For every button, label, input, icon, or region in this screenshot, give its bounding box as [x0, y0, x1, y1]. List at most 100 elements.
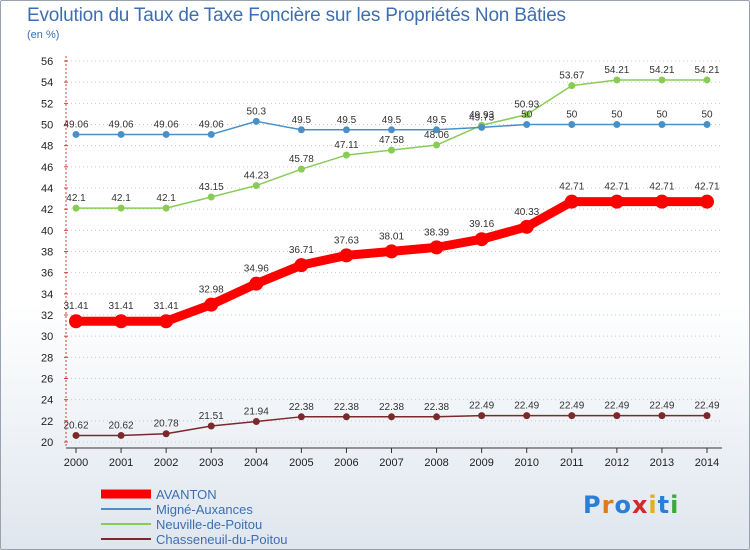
data-point [568, 82, 576, 90]
data-label: 22.49 [469, 401, 494, 412]
data-point [162, 204, 170, 212]
data-label: 22.49 [649, 401, 674, 412]
data-label: 31.41 [63, 301, 88, 312]
data-label: 20.62 [109, 420, 134, 431]
data-point [703, 121, 711, 128]
data-label: 39.16 [469, 219, 494, 230]
x-tick-label: 2008 [424, 457, 448, 469]
logo-letter: x [631, 491, 649, 519]
data-point [433, 141, 441, 149]
x-tick-label: 2003 [199, 457, 223, 469]
data-label: 49.5 [382, 115, 402, 126]
data-label: 31.41 [109, 301, 134, 312]
data-point [429, 240, 444, 255]
data-label: 36.71 [289, 245, 314, 256]
data-point [658, 412, 666, 420]
data-point [342, 413, 350, 421]
data-label: 42.71 [559, 182, 584, 193]
data-point [252, 417, 260, 425]
x-tick-label: 2005 [289, 457, 313, 469]
data-label: 22.49 [514, 401, 539, 412]
y-tick-label: 54 [41, 77, 53, 89]
data-point [159, 314, 174, 329]
data-point [384, 244, 399, 259]
data-label: 21.51 [199, 411, 224, 422]
data-point [609, 194, 624, 209]
data-point [388, 126, 395, 134]
data-point [700, 194, 714, 209]
data-labels: 31.41 31.41 31.41 32.98 34.96 36.71 37.63 38.01… [63, 65, 719, 431]
data-label: 50.93 [514, 100, 539, 111]
data-label: 49.73 [469, 112, 494, 123]
data-point [613, 76, 621, 84]
data-label: 38.39 [424, 227, 449, 238]
data-label: 49.06 [109, 119, 134, 130]
data-point [339, 248, 354, 263]
data-label: 42.71 [694, 182, 719, 193]
data-label: 50.3 [247, 106, 267, 117]
logo-letter: i [670, 491, 680, 519]
data-label: 45.78 [289, 154, 314, 165]
data-point [297, 126, 305, 134]
data-label: 54.21 [694, 65, 719, 76]
data-label: 37.63 [334, 235, 359, 246]
data-point [564, 194, 579, 209]
y-tick-label: 56 [41, 56, 53, 68]
data-label: 44.23 [244, 171, 269, 182]
data-label: 22.38 [334, 402, 359, 413]
x-tick-label: 2012 [605, 457, 629, 469]
data-label: 53.67 [559, 71, 584, 82]
data-point [433, 413, 441, 421]
data-point [294, 258, 309, 273]
data-point [72, 130, 80, 138]
data-point [388, 413, 395, 421]
data-point [703, 412, 711, 420]
legend-label: Neuville-de-Poitou [156, 517, 262, 532]
legend-label: Migné-Auxances [156, 502, 253, 517]
data-point [252, 182, 260, 190]
data-label: 20.62 [63, 420, 88, 431]
y-tick-label: 20 [41, 437, 53, 449]
data-label: 31.41 [154, 301, 179, 312]
data-point [478, 123, 486, 131]
data-label: 47.58 [379, 135, 404, 146]
data-point [297, 165, 305, 173]
y-tick-label: 38 [41, 247, 53, 259]
y-tick-label: 26 [41, 374, 53, 386]
data-point [72, 204, 80, 212]
data-point [613, 412, 621, 420]
legend: AVANTONMigné-AuxancesNeuville-de-PoitouC… [101, 487, 288, 547]
data-label: 34.96 [244, 264, 269, 275]
data-point [162, 430, 170, 438]
data-point [474, 232, 489, 247]
x-axis-ticks: 2000 2001 2002 2003 2004 2005 2006 2007 2008 2009… [64, 448, 719, 469]
data-label: 50 [701, 110, 713, 121]
logo-letter: t [657, 491, 671, 519]
data-point [523, 121, 531, 128]
data-label: 42.1 [156, 193, 176, 204]
x-tick-label: 2010 [514, 457, 538, 469]
proxiti-logo: Proxiti [583, 491, 679, 519]
data-label: 22.38 [379, 402, 404, 413]
logo-letter: o [614, 491, 632, 519]
data-point [207, 193, 215, 201]
x-tick-label: 2004 [244, 457, 268, 469]
data-label: 42.71 [604, 182, 629, 193]
y-tick-label: 44 [41, 183, 53, 195]
data-point [162, 130, 170, 138]
data-label: 50 [656, 110, 668, 121]
y-tick-label: 34 [41, 289, 53, 301]
y-tick-label: 30 [41, 331, 53, 343]
data-label: 22.49 [559, 401, 584, 412]
x-tick-label: 2014 [695, 457, 719, 469]
chart-title: Evolution du Taux de Taxe Foncière sur l… [27, 5, 566, 26]
logo-letter: r [601, 491, 615, 519]
data-label: 42.71 [649, 182, 674, 193]
data-label: 48.06 [424, 130, 449, 141]
data-point [568, 412, 576, 420]
data-label: 47.11 [334, 140, 359, 151]
data-label: 40.33 [514, 207, 539, 218]
data-point [342, 126, 350, 134]
y-tick-label: 40 [41, 225, 53, 237]
